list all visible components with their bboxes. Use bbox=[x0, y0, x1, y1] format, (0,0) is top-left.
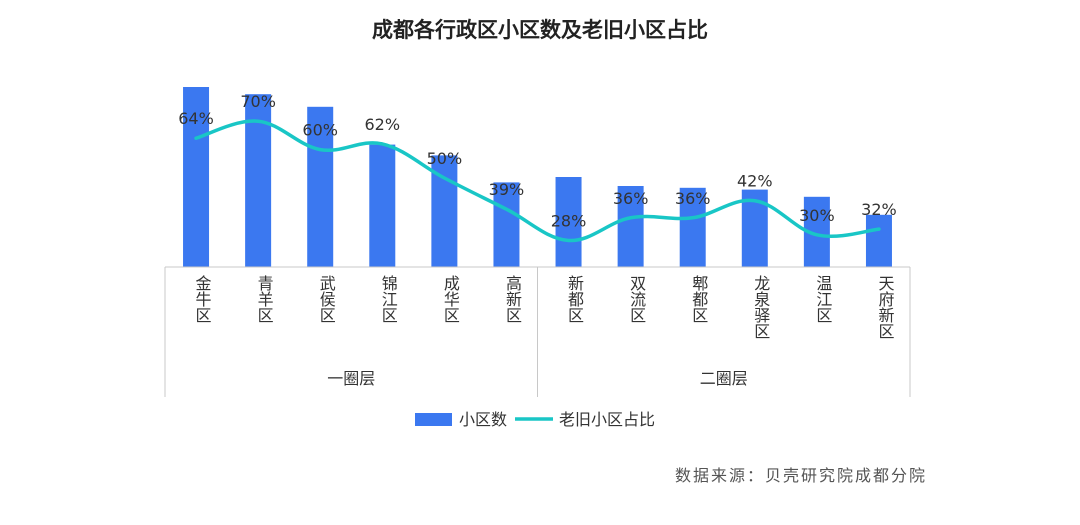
ratio-label-7: 28% bbox=[551, 211, 587, 230]
bars bbox=[183, 87, 892, 267]
group-label-1: 一圈层 bbox=[327, 369, 375, 388]
ratio-label-6: 39% bbox=[489, 180, 525, 199]
category-label-7: 新都区 bbox=[565, 275, 584, 323]
ratio-label-11: 30% bbox=[799, 206, 835, 225]
legend-line-label: 老旧小区占比 bbox=[559, 410, 655, 429]
bar-9 bbox=[679, 187, 706, 267]
category-label-9: 郫都区 bbox=[689, 275, 708, 323]
category-label-2: 青羊区 bbox=[255, 275, 274, 323]
ratio-label-1: 64% bbox=[178, 109, 214, 128]
chart-title: 成都各行政区小区数及老旧小区占比 bbox=[372, 18, 708, 42]
ratio-label-5: 50% bbox=[427, 149, 463, 168]
category-label-4: 锦江区 bbox=[379, 275, 398, 323]
ratio-label-3: 60% bbox=[302, 121, 338, 140]
source-note: 数据来源：贝壳研究院成都分院 bbox=[675, 466, 927, 485]
ratio-label-4: 62% bbox=[365, 115, 401, 134]
bar-1 bbox=[183, 87, 210, 267]
category-label-12: 天府新区 bbox=[875, 275, 894, 339]
bar-4 bbox=[369, 144, 396, 267]
category-label-11: 温江区 bbox=[813, 275, 832, 323]
bar-6 bbox=[493, 182, 520, 267]
legend-bar-label: 小区数 bbox=[459, 410, 507, 429]
ratio-label-8: 36% bbox=[613, 189, 649, 208]
category-label-3: 武侯区 bbox=[317, 275, 336, 323]
category-label-6: 高新区 bbox=[503, 275, 522, 323]
category-label-1: 金牛区 bbox=[193, 275, 212, 323]
category-label-8: 双流区 bbox=[627, 275, 646, 323]
ratio-label-9: 36% bbox=[675, 189, 711, 208]
legend: 小区数 老旧小区占比 bbox=[415, 410, 655, 429]
bar-7 bbox=[555, 177, 582, 267]
ratio-line-path bbox=[194, 119, 881, 243]
ratio-label-10: 42% bbox=[737, 172, 773, 191]
ratio-line bbox=[194, 119, 881, 243]
group-label-2: 二圈层 bbox=[700, 369, 748, 388]
data-labels: 64% 70% 60% 62% 50% 39% 28% 36% 36% 42% 30% 32% bbox=[178, 92, 896, 230]
legend-bar-swatch bbox=[415, 413, 452, 426]
bar-12 bbox=[865, 214, 892, 267]
category-label-5: 成华区 bbox=[441, 275, 460, 323]
bar-8 bbox=[617, 186, 644, 267]
category-label-10: 龙泉驿区 bbox=[751, 275, 770, 339]
ratio-label-12: 32% bbox=[861, 200, 897, 219]
bar-3 bbox=[307, 106, 334, 267]
category-axis: 金牛区 青羊区 武侯区 锦江区 成华区 高新区 新都区 双流区 郫都区 龙泉驿区 温江区 天府新区一圈… bbox=[164, 266, 911, 397]
ratio-label-2: 70% bbox=[240, 92, 276, 111]
